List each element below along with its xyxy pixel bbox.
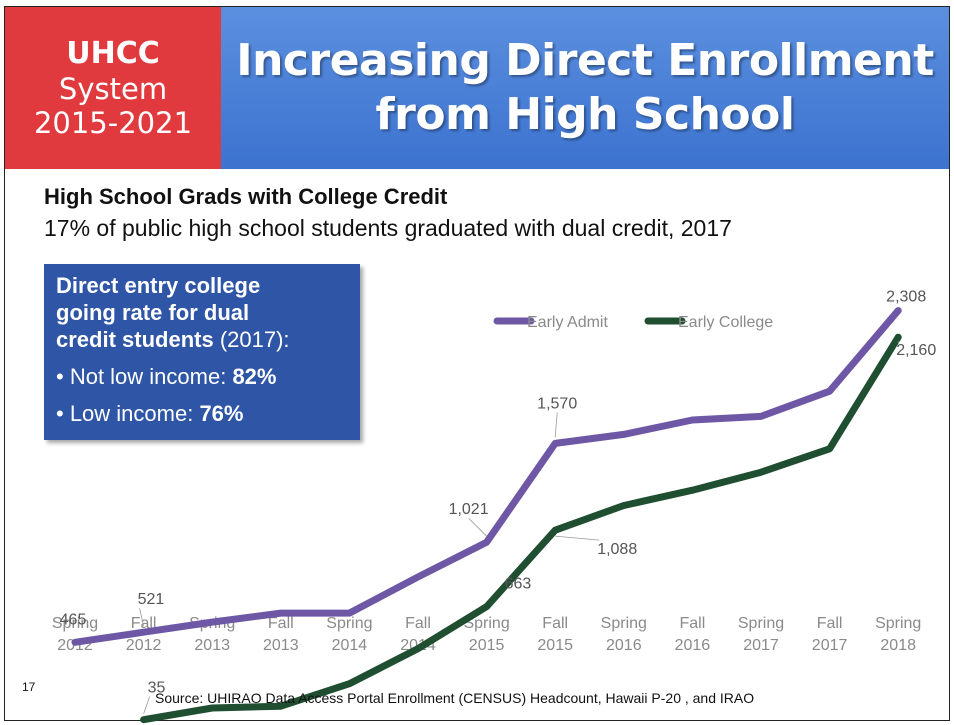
x-tick-label: 2018 — [880, 637, 916, 654]
callout-item-not-low-income: • Not low income: 82% — [56, 363, 360, 390]
callout-heading-line3: credit students (2017): — [56, 326, 360, 353]
x-tick-label: Spring — [875, 615, 921, 632]
x-tick-label: Fall — [817, 615, 843, 632]
callout-item-low-income: • Low income: 76% — [56, 400, 360, 427]
callout-heading-line1: Direct entry college — [56, 273, 261, 298]
series-line-early-college — [140, 333, 902, 724]
callout-heading-line2: going rate for dual — [56, 300, 250, 325]
x-tick-label: Fall — [680, 615, 706, 632]
title-line2: from High School — [375, 89, 795, 140]
legend-label: Early Admit — [527, 314, 608, 331]
x-tick-label: 2016 — [606, 637, 642, 654]
x-tick-label: 2013 — [263, 637, 299, 654]
badge-line2: System — [58, 72, 168, 106]
x-tick-label: Spring — [738, 615, 784, 632]
data-label: 521 — [138, 591, 165, 608]
data-label: 35 — [148, 680, 166, 697]
legend-label: Early College — [678, 314, 773, 331]
data-label: 663 — [505, 576, 532, 593]
badge-line3: 2015-2021 — [33, 106, 193, 140]
x-tick-label: 2015 — [469, 637, 505, 654]
data-label: 2,308 — [886, 289, 926, 306]
data-label: 1,570 — [537, 395, 577, 412]
data-label-leader — [143, 696, 150, 714]
callout-item-value: 82% — [232, 364, 277, 389]
data-label: 1,021 — [449, 501, 489, 518]
chart-subline: 17% of public high school students gradu… — [44, 215, 732, 241]
page-number: 17 — [22, 680, 36, 694]
x-tick-label: 2014 — [332, 637, 368, 654]
x-tick-label: 2015 — [537, 637, 573, 654]
slide: UHCC System 2015-2021 Increasing Direct … — [4, 6, 950, 721]
x-tick-label: Fall — [405, 615, 431, 632]
x-tick-label: Fall — [268, 615, 294, 632]
callout-item-value: 76% — [199, 401, 244, 426]
series-line-early-admit — [71, 307, 902, 646]
callout-item-label: • Low income: — [56, 401, 200, 426]
data-label-leader — [554, 412, 558, 438]
data-label-leader — [468, 517, 487, 537]
x-tick-label: 2017 — [812, 637, 848, 654]
x-tick-label: Spring — [463, 615, 509, 632]
x-tick-label: 2017 — [743, 637, 779, 654]
title-banner: Increasing Direct Enrollment from High S… — [221, 7, 949, 169]
x-tick-label: 2016 — [675, 637, 711, 654]
system-badge: UHCC System 2015-2021 — [5, 7, 221, 169]
x-tick-label: 2012 — [126, 637, 162, 654]
data-label-leader — [139, 608, 144, 627]
x-tick-label: Fall — [542, 615, 568, 632]
callout-heading-bold: credit students — [56, 327, 214, 352]
data-label: 2,160 — [896, 342, 936, 359]
dual-credit-callout: Direct entry college going rate for dual… — [44, 264, 360, 440]
data-label: 465 — [60, 611, 87, 628]
badge-line1: UHCC — [66, 36, 160, 71]
x-tick-label: Spring — [601, 615, 647, 632]
x-tick-label: Spring — [326, 615, 372, 632]
x-tick-label: Spring — [52, 615, 98, 632]
data-label: 1,088 — [597, 541, 637, 558]
chart-subhead: High School Grads with College Credit — [44, 184, 448, 209]
title-line1: Increasing Direct Enrollment — [236, 35, 934, 86]
x-tick-label: 2013 — [194, 637, 230, 654]
callout-heading-year: (2017): — [213, 327, 290, 352]
callout-item-label: • Not low income: — [56, 364, 233, 389]
data-label-leader — [555, 535, 600, 541]
source-note: Source: UHIRAO Data Access Portal Enroll… — [155, 690, 755, 706]
